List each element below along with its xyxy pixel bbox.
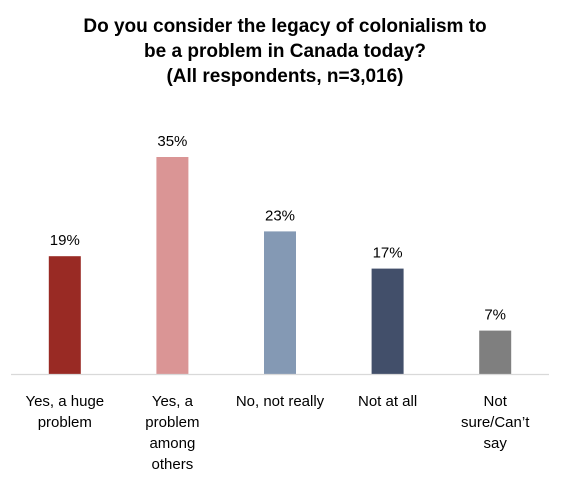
category-label-5: Not sure/Can’t say [461,393,530,452]
category-label-3: No, not really [236,393,325,410]
category-label-2-line-2: problem [145,414,199,431]
title-line-3: (All respondents, n=3,016) [166,66,404,87]
category-label-5-line-2: sure/Can’t [461,414,530,431]
category-label-5-line-1: Not [484,393,508,410]
data-label-3: 23% [265,207,295,224]
category-label-3-line-1: No, not really [236,393,325,410]
bar-4 [371,268,404,374]
data-label-2: 35% [157,133,187,150]
chart-title: Do you consider the legacy of colonialis… [0,14,570,89]
category-label-2-line-4: others [152,456,194,473]
category-label-2-line-1: Yes, a [152,393,194,410]
bar-5 [479,330,512,374]
data-label-1: 19% [50,232,80,249]
title-line-2: be a problem in Canada today? [144,41,426,62]
category-label-1: Yes, a huge problem [25,393,104,431]
category-label-1-line-2: problem [38,414,92,431]
category-label-2-line-3: among [149,435,195,452]
title-line-1: Do you consider the legacy of colonialis… [83,16,487,37]
bar-1 [48,256,81,374]
category-label-1-line-1: Yes, a huge [25,393,104,410]
category-label-5-line-3: say [484,435,508,452]
category-label-4-line-1: Not at all [358,393,417,410]
data-label-5: 7% [484,307,506,324]
category-label-2: Yes, a problem among others [145,393,199,473]
bar-2 [156,157,189,374]
data-label-4: 17% [373,245,403,262]
bar-3 [264,231,296,374]
category-label-4: Not at all [358,393,417,410]
